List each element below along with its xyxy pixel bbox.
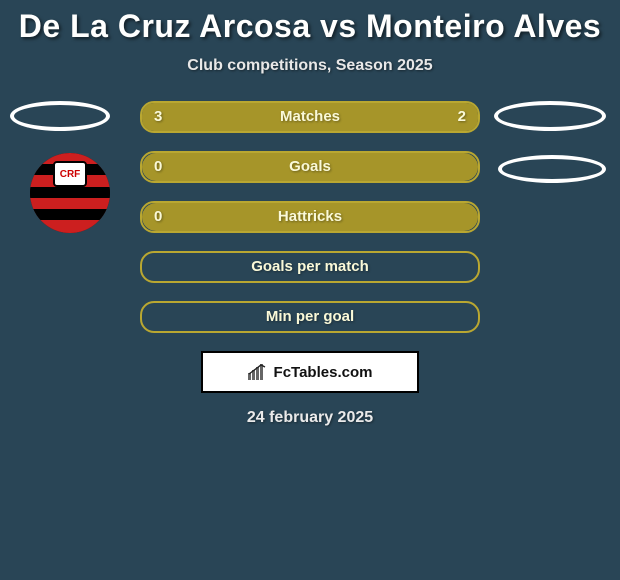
left-team-crest: CRF (30, 153, 110, 233)
right-team-ellipse (494, 101, 606, 131)
stat-bar: Goals per match (140, 251, 480, 283)
attribution-box: FcTables.com (201, 351, 419, 393)
right-team-ellipse-2 (498, 155, 606, 183)
footer-date: 24 february 2025 (0, 409, 620, 427)
stat-label: Goals per match (142, 253, 478, 281)
stat-label: Goals (142, 153, 478, 181)
bar-chart-icon (248, 364, 268, 380)
crest-badge: CRF (53, 161, 87, 187)
stat-right-value: 2 (458, 103, 466, 131)
left-team-ellipse (10, 101, 110, 131)
crest-stripe (30, 187, 110, 198)
crest-stripe (30, 209, 110, 220)
stat-bar: Min per goal (140, 301, 480, 333)
page-subtitle: Club competitions, Season 2025 (0, 57, 620, 75)
comparison-arena: CRF 3 Matches 2 0 Goals 0 Hattricks (0, 101, 620, 427)
stat-label: Matches (142, 103, 478, 131)
stat-bar: 0 Goals (140, 151, 480, 183)
stat-bar: 0 Hattricks (140, 201, 480, 233)
stat-label: Min per goal (142, 303, 478, 331)
attribution-brand: FcTables.com (274, 364, 373, 381)
crest-stripe (30, 198, 110, 209)
stat-bars: 3 Matches 2 0 Goals 0 Hattricks Goals pe… (140, 101, 480, 333)
stat-bar: 3 Matches 2 (140, 101, 480, 133)
stat-label: Hattricks (142, 203, 478, 231)
crest-stripe (30, 220, 110, 233)
page-title: De La Cruz Arcosa vs Monteiro Alves (0, 8, 620, 45)
